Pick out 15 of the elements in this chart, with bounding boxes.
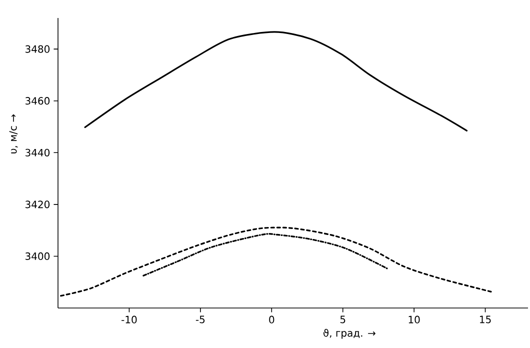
y-axis-title: υ, м/с → [9,114,18,154]
x-axis-title: ϑ, град. → [323,328,376,339]
x-tick-label: -10 [122,316,137,324]
line-series [142,233,390,276]
y-tick-label: 3460 [26,97,50,105]
line-series [84,31,468,132]
y-tick-label: 3400 [26,252,50,260]
y-tick-label: 3420 [26,200,50,208]
x-tick-label: 5 [340,316,346,324]
y-tick-label: 3440 [26,148,50,156]
x-tick-label: -5 [196,316,205,324]
x-tick-label: 0 [269,316,274,324]
y-tick-label: 3480 [26,45,50,53]
x-tick-label: 15 [480,316,491,324]
x-tick-label: 10 [408,316,420,324]
